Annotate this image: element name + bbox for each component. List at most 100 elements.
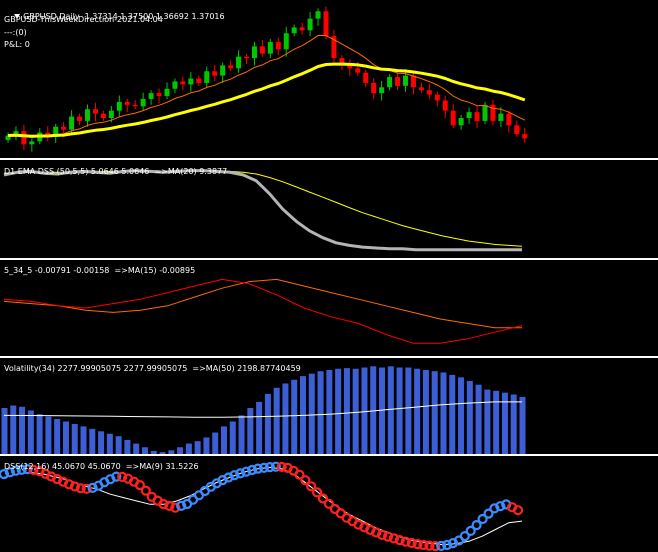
dss-point: [241, 466, 252, 477]
volatility-bar: [387, 366, 394, 454]
volatility-bar: [326, 369, 333, 454]
dss-point: [63, 479, 75, 490]
oscillator-label: 5_34_5 -0.00791 -0.00158 =>MA(15) -0.008…: [4, 266, 196, 275]
candle-body: [156, 93, 162, 97]
candle-body: [53, 126, 59, 137]
dss-point: [158, 498, 169, 510]
volatility-bar: [308, 373, 315, 454]
volatility-bar: [405, 367, 412, 454]
volatility-ma-line: [3, 401, 522, 418]
pane-separator[interactable]: [0, 258, 658, 260]
volatility-bar: [256, 401, 263, 454]
volatility-bar: [282, 383, 289, 454]
candle-body: [85, 109, 90, 121]
candle-body: [450, 110, 456, 126]
volatility-bar: [335, 368, 342, 454]
dss-signal-line: [3, 466, 523, 546]
dss-point: [117, 471, 128, 482]
candle-body: [275, 42, 281, 50]
dss-point: [459, 530, 470, 542]
dss-point: [270, 461, 281, 472]
volatility-bar: [71, 423, 78, 454]
candle-body: [522, 134, 528, 139]
candle-body: [339, 58, 345, 64]
dss-point: [134, 480, 145, 491]
volatility-bar: [501, 392, 508, 454]
volatility-bar: [510, 394, 517, 454]
volatility-bar: [396, 367, 403, 454]
price-chart-pane[interactable]: GBPUSD,Daily 1.37314 1.37500 1.36692 1.3…: [0, 0, 658, 158]
candle-body: [5, 135, 11, 140]
candle-body: [61, 126, 67, 130]
dss-label: DSS(12,16) 45.0670 45.0670 =>MA(9) 31.52…: [4, 462, 199, 471]
volatility-bar: [27, 410, 34, 454]
candle-body: [172, 81, 178, 89]
pane-separator[interactable]: [0, 356, 658, 358]
candle-body: [458, 118, 464, 126]
volatility-bar: [185, 443, 192, 454]
dss-point: [28, 464, 39, 476]
volatility-bar: [150, 450, 157, 454]
volatility-bar: [493, 390, 500, 454]
candle-body: [299, 27, 305, 31]
volatility-bar: [370, 366, 377, 454]
pnl-label: P&L: 0: [4, 40, 30, 49]
dss-point: [424, 540, 435, 551]
volatility-bar: [247, 408, 254, 454]
candle-body: [21, 131, 27, 145]
dss-point: [258, 462, 270, 473]
indicator-name: GBPUSD-ThisWeekDirection-2021.04.04: [4, 15, 163, 24]
dss-ema-pane[interactable]: D1 EMA DSS (50,5,5) 5.0646 5.0646 =>MA(2…: [0, 160, 658, 258]
oscillator-pane[interactable]: 5_34_5 -0.00791 -0.00158 =>MA(15) -0.008…: [0, 260, 658, 356]
candle-body: [164, 88, 170, 97]
dss-point: [276, 461, 287, 473]
volatility-bar: [45, 416, 52, 454]
dss-point: [489, 503, 500, 514]
slow-ma-line: [7, 62, 526, 138]
candle-body: [514, 125, 520, 135]
volatility-bar: [106, 433, 113, 454]
candle-body: [251, 46, 257, 59]
volatility-bar: [89, 428, 96, 454]
dss-point: [388, 533, 399, 544]
volatility-bar: [212, 432, 219, 454]
candle-body: [92, 109, 98, 114]
candle-body: [482, 104, 488, 121]
volatility-bar: [19, 406, 26, 454]
dss-point: [371, 527, 382, 538]
pane-separator[interactable]: [0, 454, 658, 456]
pane-separator[interactable]: [0, 158, 658, 160]
dss-point: [377, 529, 388, 541]
volatility-bar: [194, 441, 201, 454]
dss-pane[interactable]: DSS(12,16) 45.0670 45.0670 =>MA(9) 31.52…: [0, 456, 658, 552]
volatility-bar: [352, 368, 359, 454]
dss-svg: [0, 461, 524, 552]
volatility-bar: [449, 374, 456, 454]
candle-body: [379, 87, 385, 94]
chart-symbol: GBPUSD,Daily: [23, 12, 80, 21]
volatility-pane[interactable]: Volatility(34) 2277.99905075 2277.999050…: [0, 358, 658, 454]
dss-point: [300, 475, 311, 486]
dss-point: [430, 540, 441, 552]
oscillator-line: [3, 278, 523, 344]
volatility-bar: [317, 371, 324, 454]
volatility-bar: [379, 367, 386, 454]
candle-body: [355, 68, 361, 73]
volatility-bar: [141, 447, 148, 454]
volatility-bar: [519, 396, 526, 454]
price-chart-svg: [5, 6, 528, 152]
dss-ema-svg: [3, 169, 523, 252]
volatility-bar: [475, 384, 482, 454]
chart-symbol-label: GBPUSD,Daily 1.37314 1.37500 1.36692 1.3…: [4, 2, 225, 32]
candle-body: [148, 93, 154, 99]
volatility-bar: [238, 415, 245, 454]
volatility-bar: [54, 419, 61, 454]
dss-point: [465, 525, 476, 537]
volatility-bar: [422, 369, 429, 454]
candle-body: [283, 33, 289, 50]
collapse-triangle-icon[interactable]: [14, 14, 21, 19]
candle-body: [100, 113, 106, 118]
dss-point: [69, 481, 81, 492]
dss-point: [382, 531, 394, 542]
candle-body: [13, 131, 19, 136]
